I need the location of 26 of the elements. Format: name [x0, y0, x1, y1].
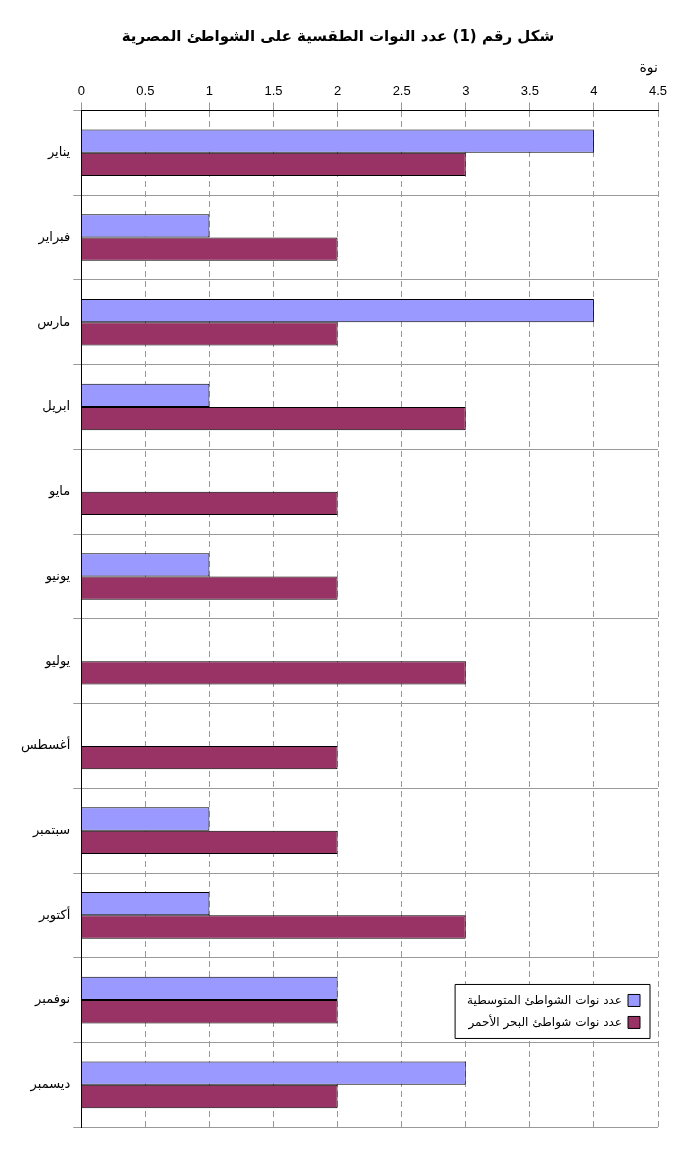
y-tick-label: يونيو: [44, 567, 71, 584]
y-tick-label: أغسطس: [21, 736, 71, 754]
y-tick-label: ابريل: [42, 398, 71, 415]
x-tick-label: 0: [77, 83, 85, 99]
y-tick-label: نوفمبر: [34, 991, 71, 1008]
x-tick-label: 2.5: [392, 83, 411, 99]
x-tick-label: 3.5: [520, 83, 539, 99]
y-axis-title: نوة: [639, 59, 658, 77]
x-tick-label: 2: [333, 83, 342, 99]
y-tick-label: يناير: [46, 144, 71, 161]
x-tick-label: 1: [205, 83, 214, 99]
y-tick-label: مايو: [47, 483, 71, 500]
x-tick-label: 1.5: [264, 83, 283, 99]
y-tick-label: يوليو: [44, 652, 71, 669]
x-tick-label: 0.5: [136, 83, 155, 99]
x-tick-label: 4: [590, 83, 598, 99]
x-tick-label: 4.5: [648, 83, 668, 99]
y-tick-label: مارس: [37, 313, 71, 330]
legend-label: عدد نوات شواطئ البحر الأحمر: [467, 1013, 622, 1030]
y-tick-label: سبتمبر: [31, 822, 71, 839]
y-tick-label: فبراير: [37, 228, 71, 245]
x-tick-label: 3: [462, 83, 470, 99]
y-tick-label: ديسمبر: [29, 1076, 71, 1093]
y-tick-label: أكتوبر: [38, 905, 71, 923]
chart-title: شكل رقم (1) عدد النوات الطقسية على الشواطئ المصرية: [121, 26, 555, 45]
legend-label: عدد نوات الشواطئ المتوسطية: [467, 992, 622, 1008]
